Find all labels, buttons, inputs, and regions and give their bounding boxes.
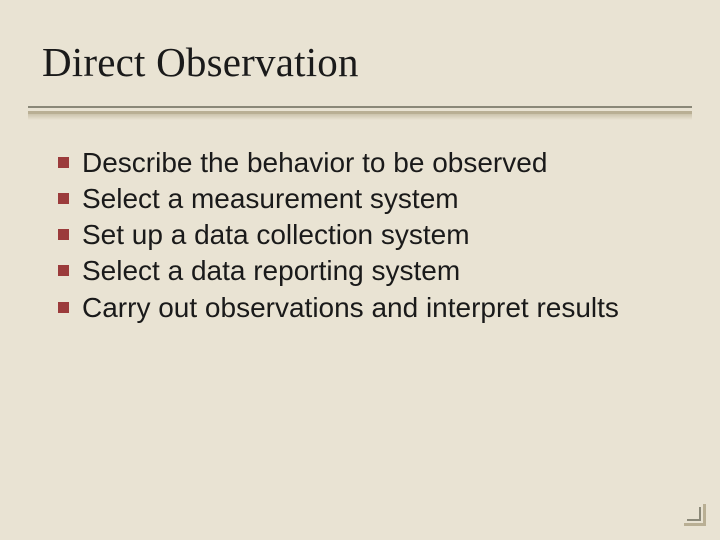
list-item: Describe the behavior to be observed <box>58 146 680 180</box>
divider-line-top <box>28 106 692 108</box>
content-region: Describe the behavior to be observed Sel… <box>58 146 680 327</box>
title-region: Direct Observation <box>0 0 720 86</box>
square-bullet-icon <box>58 302 69 313</box>
square-bullet-icon <box>58 265 69 276</box>
corner-accent-icon <box>684 504 706 526</box>
bullet-text: Set up a data collection system <box>82 218 470 252</box>
title-divider <box>0 106 720 120</box>
bullet-text: Select a data reporting system <box>82 254 460 288</box>
list-item: Carry out observations and interpret res… <box>58 291 680 325</box>
square-bullet-icon <box>58 229 69 240</box>
slide: Direct Observation Describe the behavior… <box>0 0 720 540</box>
square-bullet-icon <box>58 193 69 204</box>
square-bullet-icon <box>58 157 69 168</box>
slide-title: Direct Observation <box>42 38 720 86</box>
divider-shadow <box>28 114 692 120</box>
bullet-text: Select a measurement system <box>82 182 459 216</box>
bullet-text: Describe the behavior to be observed <box>82 146 547 180</box>
list-item: Select a data reporting system <box>58 254 680 288</box>
bullet-text: Carry out observations and interpret res… <box>82 291 619 325</box>
list-item: Select a measurement system <box>58 182 680 216</box>
list-item: Set up a data collection system <box>58 218 680 252</box>
bullet-list: Describe the behavior to be observed Sel… <box>58 146 680 325</box>
